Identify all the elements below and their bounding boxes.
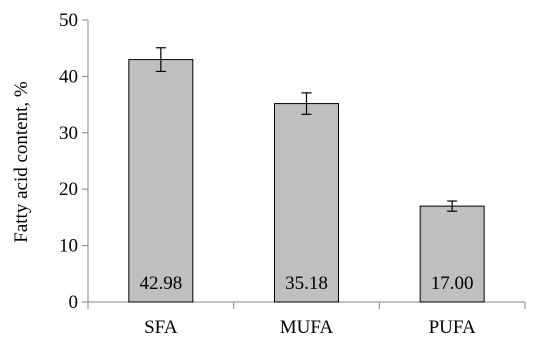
data-label-mufa: 35.18 <box>285 273 328 294</box>
x-tick-labels: SFA MUFA PUFA <box>144 317 476 338</box>
bar-mufa <box>274 103 339 303</box>
error-bars <box>155 47 458 212</box>
y-axis: 0 10 20 30 40 50 <box>59 10 89 313</box>
y-tick-label: 10 <box>59 236 78 257</box>
y-tick-label: 30 <box>59 123 78 144</box>
error-bar-mufa <box>301 92 312 115</box>
data-labels: 42.98 35.18 17.00 <box>139 273 473 294</box>
y-tick-label: 50 <box>59 10 78 31</box>
error-bar-pufa <box>447 200 458 212</box>
y-tick-label: 40 <box>59 66 78 87</box>
x-tick-label-mufa: MUFA <box>280 317 334 338</box>
data-label-sfa: 42.98 <box>139 273 182 294</box>
x-tick-label-sfa: SFA <box>144 317 178 338</box>
y-axis-label: Fatty acid content, % <box>11 81 32 243</box>
x-axis <box>87 301 526 309</box>
error-bar-sfa <box>155 47 166 73</box>
y-tick-label: 0 <box>69 292 79 313</box>
y-tick-label: 20 <box>59 179 78 200</box>
bar-sfa <box>128 59 194 303</box>
x-tick-label-pufa: PUFA <box>429 317 476 338</box>
data-label-pufa: 17.00 <box>431 273 474 294</box>
bars <box>128 59 485 303</box>
